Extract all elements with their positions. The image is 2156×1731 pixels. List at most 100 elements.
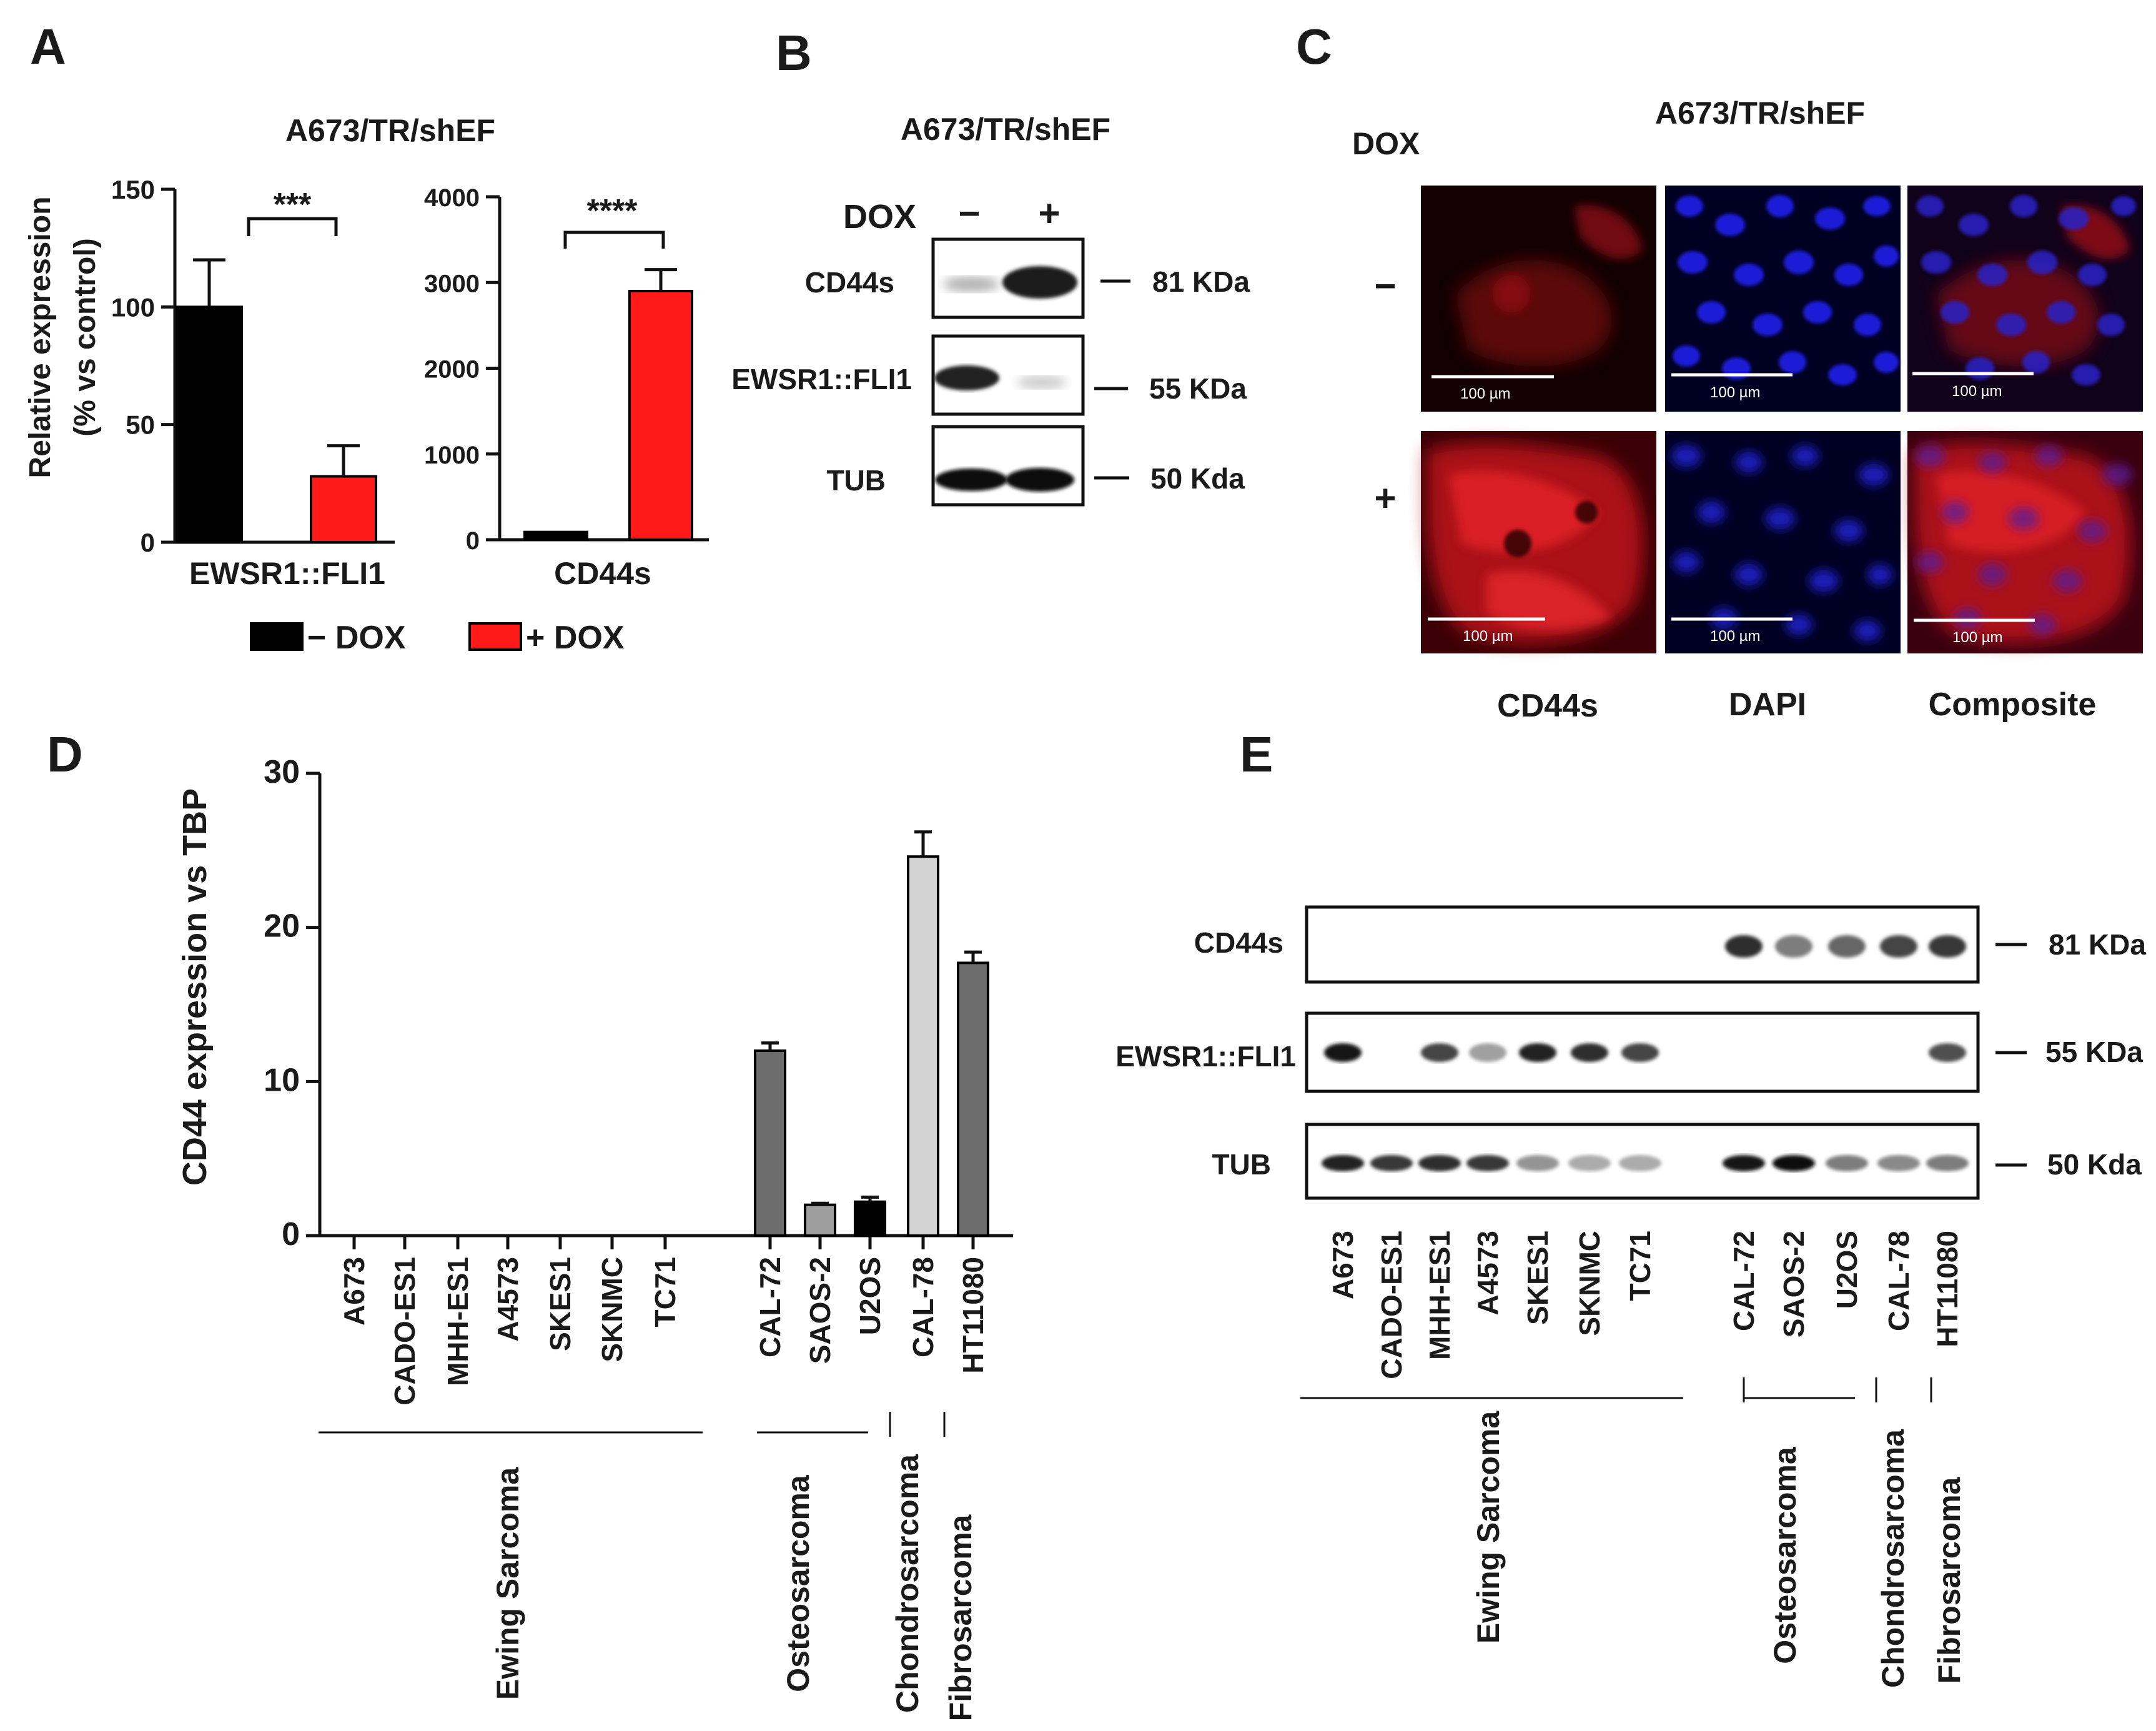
panel-d: CD44 expression vs TBP 30 20 10 0 A673 CADO-… bbox=[176, 754, 1013, 1721]
panel-b-size-55: 55 KDa bbox=[1149, 372, 1247, 405]
panel-d-group-ewing: Ewing Sarcoma bbox=[490, 1467, 525, 1700]
panel-b-band-cd44s-plus bbox=[1002, 266, 1077, 299]
panel-e: CD44s EWSR1::FLI1 TUB 81 KDa 55 KDa 50 K… bbox=[1115, 905, 2146, 1688]
band-ewsr1 bbox=[1324, 1043, 1362, 1062]
panel-e-group-fibro: Fibrosarcoma bbox=[1932, 1476, 1967, 1684]
micrograph-dapi-plus: 100 µm bbox=[1665, 431, 1901, 653]
band-cd44s bbox=[1775, 935, 1812, 958]
panel-letter-d: D bbox=[47, 727, 83, 782]
scale-bar-label: 100 µm bbox=[1710, 384, 1761, 401]
panel-a-right-bars bbox=[523, 268, 693, 542]
panel-d-category-labels: A673 CADO-ES1 MHH-ES1 A4573 SKES1 SKNMC TC71 CA… bbox=[338, 1257, 989, 1406]
panel-letter-e: E bbox=[1240, 727, 1273, 782]
panel-letter-b: B bbox=[776, 25, 812, 81]
lane-label: A4573 bbox=[1471, 1231, 1504, 1316]
band-tub bbox=[1926, 1155, 1969, 1171]
panel-d-ylabel: CD44 expression vs TBP bbox=[176, 788, 214, 1186]
band-tub bbox=[1877, 1155, 1920, 1171]
lane-label: HT11080 bbox=[1931, 1231, 1964, 1347]
band-ewsr1 bbox=[1519, 1043, 1556, 1062]
panel-d-group-chondro: Chondrosarcoma bbox=[890, 1454, 925, 1713]
scale-bar-label: 100 µm bbox=[1710, 628, 1761, 645]
band-tub bbox=[1723, 1155, 1765, 1171]
category-label: MHH-ES1 bbox=[442, 1257, 474, 1386]
panel-b-band-cd44s-minus bbox=[943, 277, 999, 292]
panel-d-bars bbox=[352, 830, 989, 1249]
panel-d-group-fibro: Fibrosarcoma bbox=[943, 1514, 978, 1721]
panel-c-row-minus: − bbox=[1374, 265, 1396, 307]
panel-a-right-ticks: 4000 3000 2000 1000 0 bbox=[424, 184, 500, 555]
panel-d-group-osteo: Osteosarcoma bbox=[781, 1474, 816, 1692]
y-tick-label: 4000 bbox=[424, 184, 480, 212]
lane-label: SKES1 bbox=[1521, 1231, 1554, 1325]
category-label: CADO-ES1 bbox=[388, 1257, 421, 1406]
panel-e-size-50: 50 Kda bbox=[2047, 1148, 2142, 1181]
panel-e-lane-labels: A673 CADO-ES1 MHH-ES1 A4573 SKES1 SKNMC TC71 CA… bbox=[1327, 1231, 1964, 1379]
panel-e-group-ewing: Ewing Sarcoma bbox=[1471, 1411, 1506, 1644]
micrograph-dapi-minus: 100 µm bbox=[1665, 186, 1901, 412]
band-tub bbox=[1619, 1155, 1661, 1171]
lane-label: SAOS-2 bbox=[1778, 1231, 1810, 1337]
band-cd44s bbox=[1828, 935, 1866, 958]
y-tick-label: 100 bbox=[111, 292, 155, 322]
bar-u2os bbox=[854, 1200, 886, 1237]
panel-a-left-sig: *** bbox=[274, 187, 312, 223]
band-ewsr1 bbox=[1621, 1043, 1659, 1062]
panel-b-band-ewsr1-minus bbox=[934, 365, 999, 390]
band-ewsr1 bbox=[1421, 1043, 1458, 1062]
band-tub bbox=[1370, 1155, 1413, 1171]
panel-c-row-plus: + bbox=[1374, 477, 1396, 519]
panel-a-right-sig-bracket bbox=[563, 231, 665, 249]
lane-label: U2OS bbox=[1831, 1231, 1863, 1309]
y-tick-label: 1000 bbox=[424, 442, 480, 469]
panel-a-left-sig-bracket bbox=[247, 217, 338, 236]
panel-a: A673/TR/shEF Relative expression (% vs c… bbox=[24, 113, 709, 656]
scale-bar-label: 100 µm bbox=[1460, 385, 1511, 402]
category-label: HT11080 bbox=[957, 1257, 989, 1374]
category-label: CAL-72 bbox=[754, 1257, 786, 1357]
panel-b-size-50: 50 Kda bbox=[1150, 462, 1245, 495]
panel-letter-c: C bbox=[1296, 19, 1332, 74]
panel-a-title: A673/TR/shEF bbox=[285, 113, 495, 148]
panel-b-blot-tub bbox=[931, 425, 1085, 507]
lane-label: TC71 bbox=[1624, 1231, 1656, 1301]
panel-d-ticks: 30 20 10 0 bbox=[264, 754, 320, 1252]
category-label: U2OS bbox=[854, 1257, 886, 1335]
y-tick-label: 50 bbox=[126, 410, 155, 440]
band-tub bbox=[1568, 1155, 1611, 1171]
micrograph-composite-minus: 100 µm bbox=[1907, 186, 2143, 412]
legend-swatch-plus-dox bbox=[468, 622, 522, 651]
legend-swatch-minus-dox bbox=[250, 622, 304, 651]
panel-b-band-ewsr1-plus bbox=[1017, 376, 1067, 389]
band-tub bbox=[1516, 1155, 1559, 1171]
band-ewsr1 bbox=[1571, 1043, 1608, 1062]
category-label: TC71 bbox=[649, 1257, 681, 1327]
panel-e-size-81: 81 KDa bbox=[2049, 928, 2146, 961]
legend-label-minus-dox: − DOX bbox=[307, 620, 406, 656]
category-label: A4573 bbox=[492, 1257, 524, 1342]
panel-e-size-55: 55 KDa bbox=[2045, 1036, 2143, 1068]
band-tub bbox=[1826, 1155, 1868, 1171]
bar-cal-72 bbox=[754, 1049, 786, 1237]
panel-b-minus: − bbox=[958, 192, 980, 234]
lane-label: CADO-ES1 bbox=[1375, 1231, 1408, 1379]
lane-label: CAL-78 bbox=[1882, 1231, 1915, 1331]
y-tick-label: 2000 bbox=[424, 356, 480, 384]
panel-e-row-label-cd44s: CD44s bbox=[1194, 926, 1283, 959]
panel-b-band-tub-minus bbox=[935, 469, 1007, 491]
lane-label: MHH-ES1 bbox=[1423, 1231, 1456, 1360]
panel-b-title: A673/TR/shEF bbox=[901, 112, 1110, 147]
bar-plus-dox bbox=[310, 475, 377, 543]
bar-ht11080 bbox=[957, 961, 989, 1237]
category-label: A673 bbox=[338, 1257, 370, 1326]
panel-a-left-ticks: 150 100 50 0 bbox=[111, 175, 175, 557]
panel-a-right-sig: **** bbox=[587, 193, 638, 229]
band-tub bbox=[1322, 1155, 1364, 1171]
panel-e-blot-cd44s bbox=[1305, 905, 1980, 984]
category-label: SKNMC bbox=[596, 1257, 628, 1362]
legend-label-plus-dox: + DOX bbox=[526, 620, 625, 656]
lane-label: A673 bbox=[1327, 1231, 1359, 1299]
panel-b-row-label-tub: TUB bbox=[826, 464, 886, 497]
panel-c: A673/TR/shEF DOX − + 100 µm bbox=[1352, 96, 2143, 724]
